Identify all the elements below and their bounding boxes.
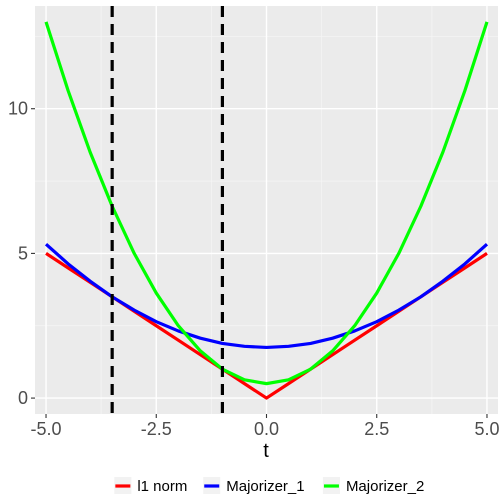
x-tick-label: 0.0 xyxy=(254,419,279,439)
x-axis-title: t xyxy=(263,440,269,462)
x-tick-label: -2.5 xyxy=(141,419,172,439)
legend-label-majorizer-2: Majorizer_2 xyxy=(346,478,424,495)
y-tick-label: 0 xyxy=(18,388,28,408)
legend-label-majorizer-1: Majorizer_1 xyxy=(226,478,304,495)
series-layer xyxy=(44,21,489,400)
x-tick-label: 5.0 xyxy=(474,419,499,439)
x-axis: -5.0 -2.5 0.0 2.5 5.0 xyxy=(31,414,499,439)
series-line-majorizer-2 xyxy=(44,21,489,386)
y-tick-label: 5 xyxy=(18,243,28,263)
vline-layer xyxy=(110,6,225,414)
series-line-majorizer-1 xyxy=(44,242,489,350)
legend-label-l1-norm: l1 norm xyxy=(137,478,187,495)
legend: l1 norm Majorizer_1 Majorizer_2 xyxy=(114,477,424,495)
x-tick-label: -5.0 xyxy=(31,419,62,439)
x-tick-label: 2.5 xyxy=(364,419,389,439)
y-axis: 0 5 10 xyxy=(8,99,35,408)
y-tick-label: 10 xyxy=(8,99,28,119)
